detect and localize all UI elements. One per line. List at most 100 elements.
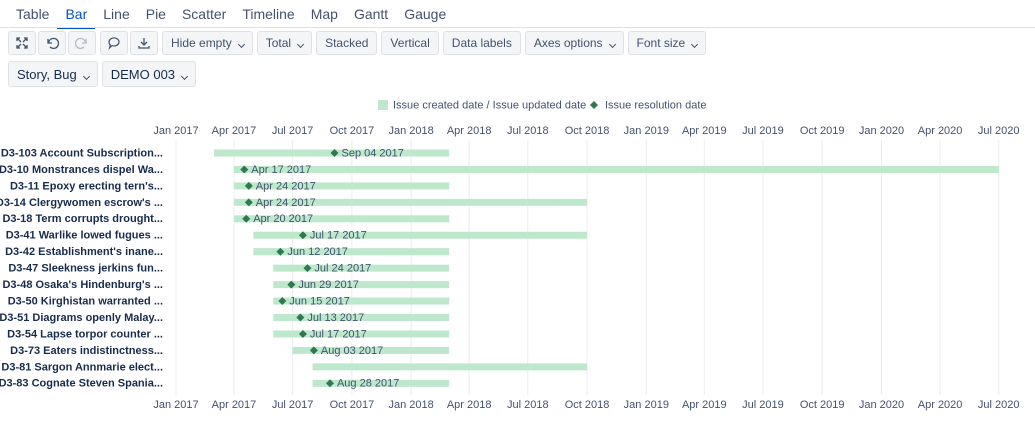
resolution-label: Apr 17 2017 bbox=[251, 164, 311, 176]
x-tick-label: Jul 2019 bbox=[742, 399, 784, 411]
x-tick-label: Jan 2018 bbox=[389, 125, 434, 137]
download-button[interactable] bbox=[130, 31, 158, 55]
duration-bar bbox=[312, 379, 450, 387]
tab[interactable]: Timeline bbox=[242, 6, 295, 22]
resolution-marker bbox=[240, 165, 249, 174]
duration-bar bbox=[233, 165, 999, 173]
fullscreen-button[interactable] bbox=[8, 31, 36, 55]
category-label: D3-48 Osaka's Hindenburg's ... bbox=[2, 279, 163, 291]
comment-icon bbox=[108, 37, 120, 50]
resolution-marker bbox=[309, 346, 318, 355]
resolution-label: Sep 04 2017 bbox=[341, 147, 403, 159]
x-tick-label: Apr 2017 bbox=[212, 399, 257, 411]
resolution-label: Apr 20 2017 bbox=[253, 213, 313, 225]
duration-bar bbox=[273, 330, 450, 338]
category-label: D3-83 Cognate Steven Spania... bbox=[0, 378, 163, 390]
resolution-marker bbox=[242, 214, 251, 223]
category-label: D3-14 Clergywomen escrow's ... bbox=[0, 197, 163, 209]
category-label: D3-10 Monstrances dispel Wa... bbox=[0, 164, 163, 176]
x-tick-label: Jan 2018 bbox=[389, 399, 434, 411]
duration-bar bbox=[273, 297, 450, 305]
filter-dropdown[interactable]: DEMO 003 bbox=[101, 61, 197, 87]
x-tick-label: Apr 2018 bbox=[447, 399, 492, 411]
tab[interactable]: Gauge bbox=[404, 6, 447, 22]
chart-type-tabs: Table Bar Line Pie Scatter Timeline Map Gantt Ga… bbox=[8, 4, 454, 29]
tab[interactable]: Gantt bbox=[353, 6, 389, 22]
x-tick-label: Oct 2019 bbox=[800, 125, 845, 137]
duration-bar bbox=[273, 314, 450, 321]
category-label: D3-81 Sargon Annmarie elect... bbox=[1, 361, 163, 373]
resolution-marker bbox=[244, 198, 253, 207]
x-tick-label: Jan 2017 bbox=[153, 125, 198, 137]
category-label: D3-47 Sleekness jerkins fun... bbox=[8, 263, 163, 275]
x-tick-label: Jul 2017 bbox=[272, 399, 314, 411]
dropdown-label: Total bbox=[266, 36, 303, 50]
x-tick-label: Apr 2020 bbox=[918, 125, 963, 137]
filters: Story, Bug DEMO 003 bbox=[8, 61, 197, 87]
toggle-button[interactable]: Stacked bbox=[316, 31, 378, 55]
resolution-label: Apr 24 2017 bbox=[256, 197, 316, 209]
resolution-marker bbox=[276, 247, 285, 256]
resolution-label: Jun 29 2017 bbox=[298, 279, 359, 291]
redo-icon bbox=[75, 37, 87, 50]
comment-button[interactable] bbox=[100, 31, 128, 55]
toolbar: Hide empty Total Stacked Vertical Data label… bbox=[8, 31, 707, 55]
toggle-button[interactable]: Vertical bbox=[381, 31, 439, 55]
tab[interactable]: Scatter bbox=[181, 6, 227, 22]
tab[interactable]: Bar bbox=[57, 4, 96, 29]
resolution-label: Jun 15 2017 bbox=[289, 295, 350, 307]
category-label: D3-50 Kirghistan warranted ... bbox=[8, 295, 163, 307]
x-tick-label: Oct 2019 bbox=[800, 399, 845, 411]
duration-bar bbox=[233, 215, 450, 223]
resolution-marker bbox=[325, 379, 334, 388]
x-tick-label: Jul 2018 bbox=[507, 399, 549, 411]
duration-bar bbox=[233, 198, 588, 206]
tab-divider bbox=[0, 27, 1035, 28]
toggle-button[interactable]: Data labels bbox=[442, 31, 521, 55]
x-tick-label: Jul 2018 bbox=[507, 125, 549, 137]
duration-bar bbox=[292, 346, 450, 354]
duration-bar bbox=[312, 363, 588, 371]
x-tick-label: Oct 2018 bbox=[565, 125, 610, 137]
x-tick-label: Jan 2020 bbox=[859, 125, 904, 137]
legend-marker bbox=[590, 101, 598, 109]
category-label: D3-11 Epoxy erecting tern's... bbox=[10, 180, 163, 192]
redo-button[interactable] bbox=[68, 31, 96, 55]
tab[interactable]: Line bbox=[103, 6, 130, 22]
legend-swatch bbox=[378, 100, 388, 110]
duration-bar bbox=[273, 264, 450, 272]
dropdown[interactable]: Total bbox=[256, 31, 313, 55]
resolution-label: Jul 13 2017 bbox=[307, 312, 364, 324]
menu-label: Axes options bbox=[534, 36, 615, 50]
resolution-marker bbox=[330, 149, 339, 157]
tab[interactable]: Pie bbox=[145, 6, 166, 22]
x-tick-label: Apr 2019 bbox=[682, 125, 727, 137]
x-tick-label: Apr 2020 bbox=[918, 399, 963, 411]
tab[interactable]: Table bbox=[16, 6, 50, 22]
undo-icon bbox=[47, 37, 59, 50]
x-tick-label: Apr 2017 bbox=[212, 125, 257, 137]
fullscreen-icon bbox=[16, 37, 28, 49]
resolution-label: Jul 24 2017 bbox=[314, 263, 371, 275]
category-label: D3-54 Lapse torpor counter ... bbox=[7, 328, 163, 340]
category-label: D3-103 Account Subscription... bbox=[1, 147, 163, 159]
share-buttons bbox=[100, 31, 158, 55]
undo-button[interactable] bbox=[38, 31, 66, 55]
filter-dropdown[interactable]: Story, Bug bbox=[8, 61, 98, 87]
resolution-label: Jul 17 2017 bbox=[310, 328, 367, 340]
filter-label: Story, Bug bbox=[17, 67, 89, 82]
resolution-marker bbox=[298, 231, 307, 240]
legend-label: Issue created date / Issue updated date bbox=[393, 99, 586, 111]
download-icon bbox=[138, 38, 150, 49]
tab[interactable]: Map bbox=[310, 6, 338, 22]
x-tick-label: Jul 2020 bbox=[978, 399, 1020, 411]
dropdown[interactable]: Hide empty bbox=[162, 31, 253, 55]
menu-button[interactable]: Axes options bbox=[524, 31, 624, 55]
menu-label: Font size bbox=[637, 36, 698, 50]
x-tick-label: Jul 2019 bbox=[742, 125, 784, 137]
menu-button[interactable]: Font size bbox=[627, 31, 707, 55]
resolution-label: Jul 17 2017 bbox=[310, 230, 367, 242]
x-tick-label: Oct 2018 bbox=[565, 399, 610, 411]
x-tick-label: Jan 2017 bbox=[153, 399, 198, 411]
